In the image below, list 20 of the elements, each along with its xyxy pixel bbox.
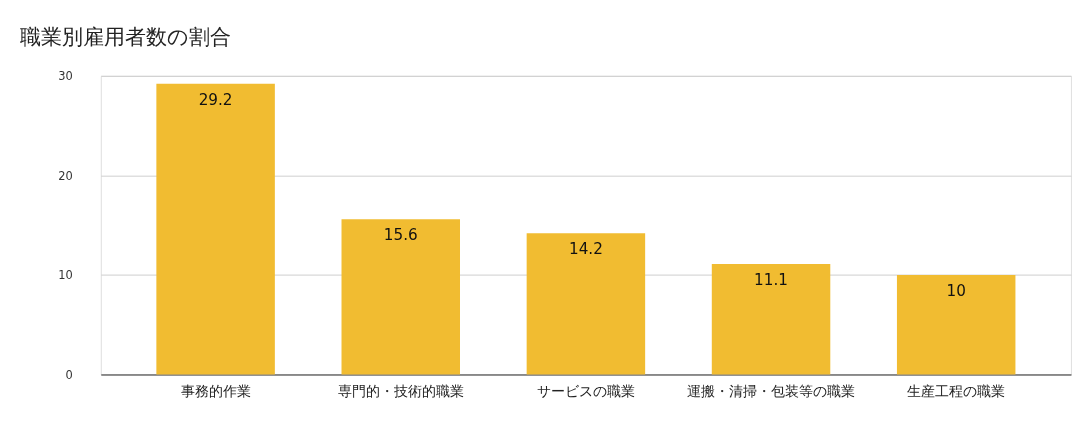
bar xyxy=(896,274,1016,375)
data-label: 10 xyxy=(946,281,966,300)
x-tick-label: 事務的作業 xyxy=(180,382,251,399)
bar xyxy=(711,263,831,375)
data-label: 14.2 xyxy=(568,240,603,259)
data-label: 11.1 xyxy=(754,270,788,289)
data-label: 15.6 xyxy=(383,226,418,245)
y-tick-label: 30 xyxy=(58,69,73,84)
x-tick-label: サービスの職業 xyxy=(536,382,635,399)
bar xyxy=(156,83,275,375)
chart-title: 職業別雇用者数の割合 xyxy=(19,25,231,50)
x-tick-label: 運搬・清掃・包装等の職業 xyxy=(687,382,856,399)
bar xyxy=(341,219,460,375)
data-label: 29.2 xyxy=(198,90,233,109)
y-tick-label: 10 xyxy=(58,268,73,283)
y-tick-label: 0 xyxy=(65,367,73,382)
y-tick-label: 20 xyxy=(58,168,73,183)
x-tick-label: 専門的・技術的職業 xyxy=(337,382,464,399)
x-tick-label: 生産工程の職業 xyxy=(907,382,1006,399)
bar xyxy=(526,233,646,375)
